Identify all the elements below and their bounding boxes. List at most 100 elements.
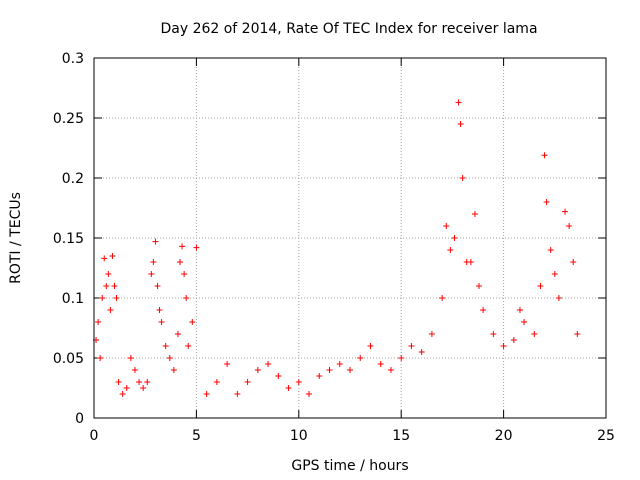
data-point xyxy=(234,391,241,397)
data-point xyxy=(480,307,487,313)
data-point xyxy=(408,343,415,349)
data-points xyxy=(93,99,581,397)
data-point xyxy=(265,361,272,367)
x-tick-label: 5 xyxy=(192,428,201,444)
data-point xyxy=(377,361,384,367)
data-point xyxy=(152,238,159,245)
data-point xyxy=(111,283,118,289)
data-point xyxy=(97,355,104,361)
y-tick-label: 0.15 xyxy=(53,231,84,247)
data-point xyxy=(521,319,528,325)
data-point xyxy=(254,367,261,373)
data-point xyxy=(543,199,550,205)
data-point xyxy=(131,367,138,373)
data-point xyxy=(115,379,122,385)
y-tick-label: 0.3 xyxy=(62,51,84,67)
data-point xyxy=(189,319,196,325)
y-tick-label: 0 xyxy=(75,411,84,427)
data-point xyxy=(566,223,573,229)
x-tick-label: 25 xyxy=(597,428,615,444)
data-point xyxy=(428,331,435,337)
data-point xyxy=(156,307,163,313)
data-point xyxy=(109,253,116,259)
data-point xyxy=(574,331,581,337)
data-point xyxy=(107,307,114,313)
data-point xyxy=(224,361,231,367)
data-point xyxy=(418,349,425,355)
data-point xyxy=(555,295,562,301)
data-point xyxy=(162,343,169,349)
data-point xyxy=(166,355,173,361)
data-point xyxy=(203,391,210,397)
data-point xyxy=(541,152,548,159)
data-point xyxy=(177,259,184,265)
x-tick-label: 20 xyxy=(495,428,513,444)
data-point xyxy=(471,211,478,217)
data-point xyxy=(439,295,446,301)
data-point xyxy=(459,175,466,181)
y-tick-label: 0.25 xyxy=(53,111,84,127)
data-point xyxy=(551,271,558,277)
data-point xyxy=(537,283,544,289)
x-tick-label: 10 xyxy=(290,428,308,444)
data-point xyxy=(510,337,517,343)
data-point xyxy=(244,379,251,385)
data-point xyxy=(500,343,507,349)
data-point xyxy=(455,99,462,106)
data-point xyxy=(193,244,200,251)
y-tick-label: 0.2 xyxy=(62,171,84,187)
data-point xyxy=(123,385,130,391)
x-axis-label: GPS time / hours xyxy=(291,458,408,474)
y-axis-label: ROTI / TECUs xyxy=(8,192,24,284)
data-point xyxy=(154,283,161,289)
data-point xyxy=(398,355,405,361)
data-point xyxy=(174,331,181,337)
y-tick-label: 0.1 xyxy=(62,291,84,307)
data-point xyxy=(275,373,282,379)
x-tick-label: 0 xyxy=(90,428,99,444)
data-point xyxy=(105,271,112,277)
data-point xyxy=(457,121,464,127)
data-point xyxy=(562,208,569,215)
data-point xyxy=(467,259,474,265)
data-point xyxy=(213,379,220,385)
data-point xyxy=(158,319,165,325)
data-point xyxy=(103,283,110,289)
data-point xyxy=(144,379,151,385)
data-point xyxy=(95,319,102,325)
data-point xyxy=(119,391,126,397)
data-point xyxy=(99,295,106,301)
data-point xyxy=(150,259,157,265)
chart-title: Day 262 of 2014, Rate Of TEC Index for r… xyxy=(160,21,537,37)
data-point xyxy=(136,379,143,385)
data-point xyxy=(451,235,458,241)
y-tick-label: 0.05 xyxy=(53,351,84,367)
plot-frame xyxy=(93,57,607,419)
data-point xyxy=(181,271,188,277)
data-point xyxy=(183,295,190,301)
data-point xyxy=(547,247,554,253)
axis-ticks: 0 0.05 0.1 0.15 0.2 0.25 0.3 0 5 10 15 20 25 xyxy=(53,51,615,444)
grid-lines xyxy=(94,58,606,418)
data-point xyxy=(306,391,313,397)
data-point xyxy=(101,255,108,262)
data-point xyxy=(531,331,538,337)
data-point xyxy=(516,307,523,313)
data-point xyxy=(336,361,343,367)
data-point xyxy=(179,243,186,250)
data-point xyxy=(387,367,394,373)
data-point xyxy=(476,283,483,289)
data-point xyxy=(140,385,147,391)
x-tick-label: 15 xyxy=(392,428,410,444)
data-point xyxy=(447,247,454,253)
data-point xyxy=(347,367,353,373)
data-point xyxy=(326,367,333,373)
data-point xyxy=(170,367,177,373)
data-point xyxy=(148,271,155,277)
data-point xyxy=(367,343,374,349)
data-point xyxy=(490,331,497,337)
data-point xyxy=(357,355,364,361)
data-point xyxy=(316,373,323,379)
data-point xyxy=(295,379,302,385)
